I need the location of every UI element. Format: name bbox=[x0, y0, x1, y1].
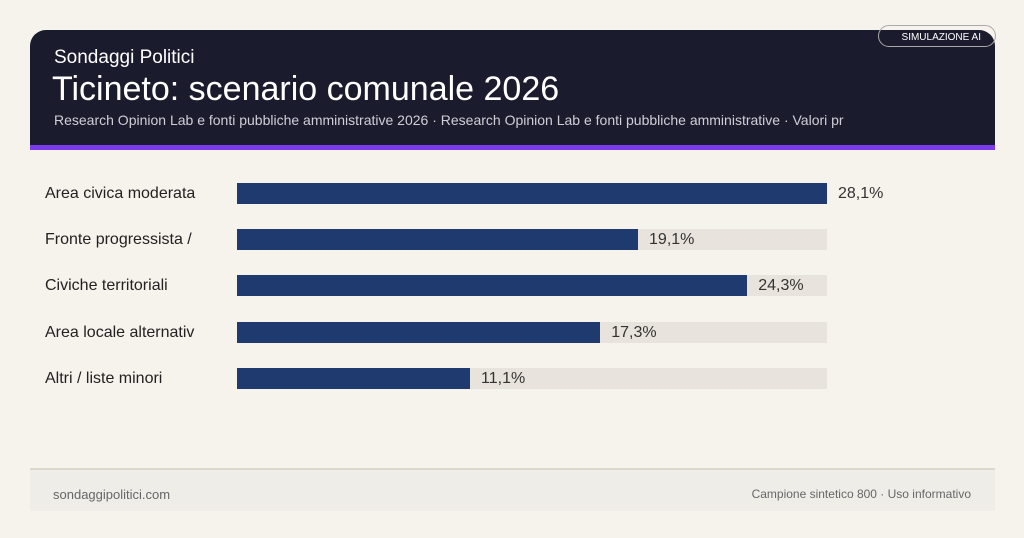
bar-track bbox=[237, 183, 827, 204]
category-label: Area civica moderata bbox=[45, 185, 196, 202]
accent-line bbox=[30, 145, 995, 150]
category-label: Fronte progressista / bbox=[45, 231, 192, 249]
subtitle: Research Opinion Lab e fonti pubbliche a… bbox=[54, 112, 844, 128]
category-label: Area locale alternativ bbox=[45, 323, 195, 341]
brand: Sondaggi Politici bbox=[54, 47, 195, 68]
bar bbox=[237, 275, 748, 297]
footer-note: Campione sintetico 800 · Uso informativo bbox=[751, 487, 971, 501]
category-label: Civiche territoriali bbox=[45, 277, 168, 295]
bar bbox=[237, 321, 601, 343]
value-label: 17,3% bbox=[611, 323, 657, 341]
bar bbox=[237, 367, 471, 389]
bar-track bbox=[237, 275, 827, 297]
bar bbox=[237, 229, 639, 251]
bar bbox=[237, 183, 827, 204]
bar-track bbox=[237, 229, 827, 251]
value-label: 28,1% bbox=[838, 185, 884, 202]
simulation-badge: SIMULAZIONE AI bbox=[878, 25, 996, 47]
bar-track bbox=[237, 367, 827, 389]
category-label: Altri / liste minori bbox=[45, 369, 163, 387]
page-title: Ticineto: scenario comunale 2026 bbox=[52, 70, 560, 108]
header: Sondaggi Politici Ticineto: scenario com… bbox=[30, 30, 995, 145]
value-label: 24,3% bbox=[758, 277, 804, 295]
value-label: 11,1% bbox=[481, 369, 526, 387]
bar-track bbox=[237, 321, 827, 343]
footer-site: sondaggipolitici.com bbox=[53, 487, 171, 502]
footer: sondaggipolitici.com Campione sintetico … bbox=[30, 468, 995, 511]
value-label: 19,1% bbox=[649, 231, 695, 249]
